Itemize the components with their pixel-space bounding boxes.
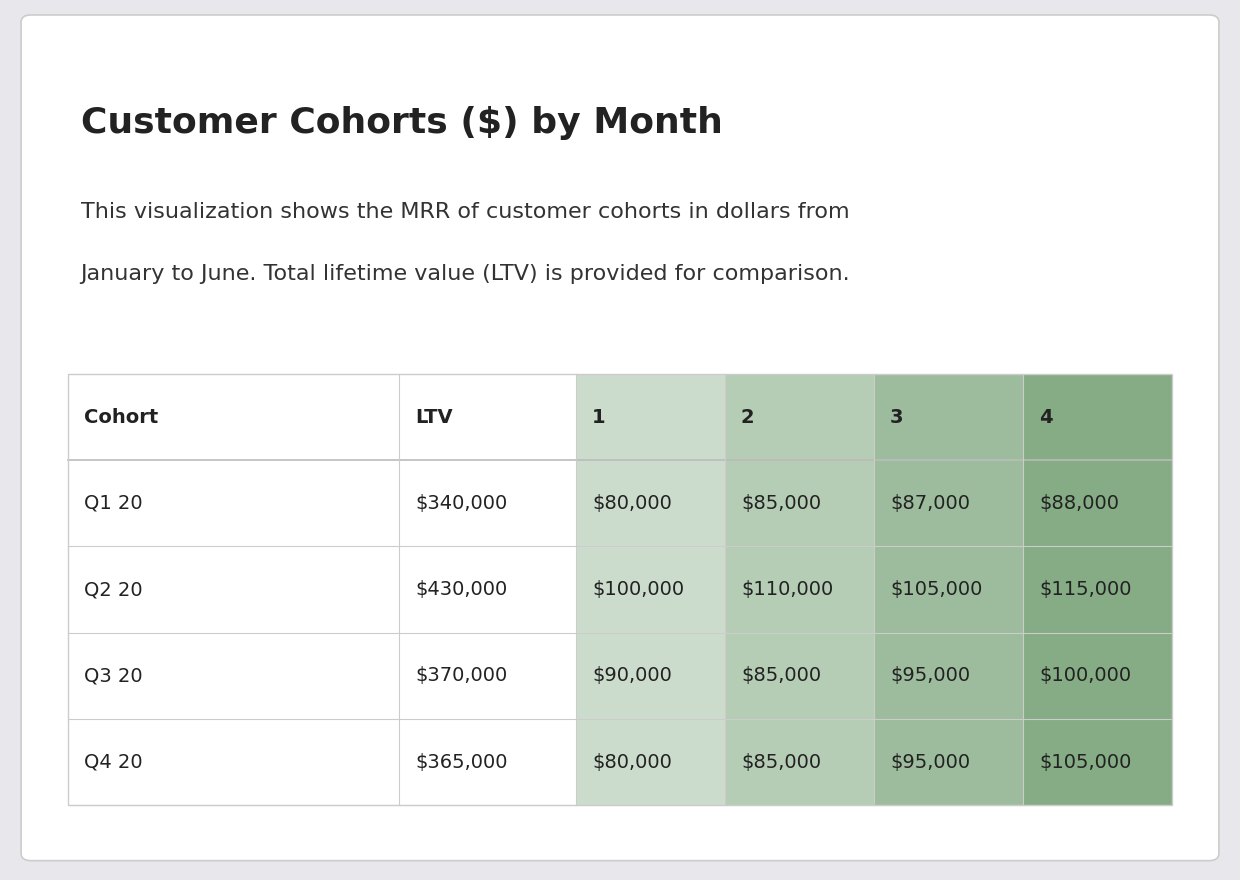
Text: $85,000: $85,000 <box>742 494 821 513</box>
Text: $340,000: $340,000 <box>415 494 507 513</box>
Text: $430,000: $430,000 <box>415 580 507 599</box>
Text: $95,000: $95,000 <box>890 666 970 686</box>
Text: Q1 20: Q1 20 <box>84 494 143 513</box>
Text: $85,000: $85,000 <box>742 666 821 686</box>
Text: $115,000: $115,000 <box>1039 580 1131 599</box>
Text: $95,000: $95,000 <box>890 752 970 772</box>
Text: Q3 20: Q3 20 <box>84 666 143 686</box>
Text: 1: 1 <box>591 407 605 427</box>
Text: $80,000: $80,000 <box>591 752 672 772</box>
Text: $88,000: $88,000 <box>1039 494 1118 513</box>
Text: $87,000: $87,000 <box>890 494 970 513</box>
Text: This visualization shows the MRR of customer cohorts in dollars from: This visualization shows the MRR of cust… <box>81 202 849 223</box>
Text: 2: 2 <box>742 407 755 427</box>
Text: 4: 4 <box>1039 407 1053 427</box>
Text: $80,000: $80,000 <box>591 494 672 513</box>
Text: Q2 20: Q2 20 <box>84 580 143 599</box>
Text: 3: 3 <box>890 407 904 427</box>
Text: Cohort: Cohort <box>84 407 159 427</box>
Text: January to June. Total lifetime value (LTV) is provided for comparison.: January to June. Total lifetime value (L… <box>81 264 851 284</box>
Text: LTV: LTV <box>415 407 453 427</box>
Text: Customer Cohorts ($) by Month: Customer Cohorts ($) by Month <box>81 106 723 140</box>
Text: $100,000: $100,000 <box>1039 666 1131 686</box>
Text: $90,000: $90,000 <box>591 666 672 686</box>
Text: $85,000: $85,000 <box>742 752 821 772</box>
Text: $105,000: $105,000 <box>890 580 982 599</box>
Text: $100,000: $100,000 <box>591 580 684 599</box>
Text: $110,000: $110,000 <box>742 580 833 599</box>
Text: $105,000: $105,000 <box>1039 752 1131 772</box>
Text: $365,000: $365,000 <box>415 752 508 772</box>
Text: $370,000: $370,000 <box>415 666 507 686</box>
Text: Q4 20: Q4 20 <box>84 752 143 772</box>
